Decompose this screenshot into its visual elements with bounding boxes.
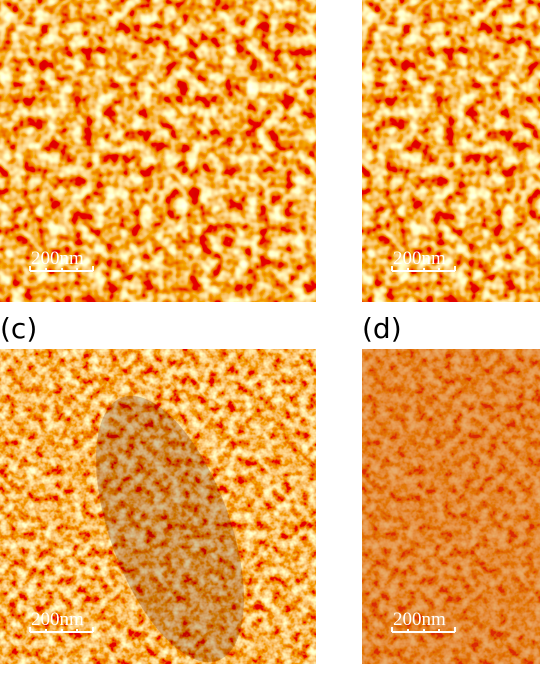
shading (96, 395, 244, 663)
afm-image: 200nm (0, 349, 316, 664)
afm-image: 200nm (0, 0, 316, 302)
scale-bar-label: 200nm (393, 248, 446, 269)
texture (362, 0, 540, 302)
panel-a: 200nm (0, 0, 316, 302)
scale-bar-label: 200nm (31, 609, 84, 630)
afm-image: 200nm (362, 349, 540, 664)
scale-bar-label: 200nm (393, 609, 446, 630)
panel-d: 200nm (362, 349, 540, 664)
scale-bar (29, 627, 94, 633)
scale-bar (391, 266, 456, 272)
texture (0, 0, 316, 302)
texture (362, 349, 540, 664)
scale-bar-label: 200nm (31, 248, 84, 269)
panel-label: (c) (0, 312, 38, 345)
panel-b: 200nm (362, 0, 540, 302)
panel-c: 200nm (0, 349, 316, 664)
scale-bar (29, 266, 94, 272)
texture (0, 349, 316, 664)
scale-bar (391, 627, 456, 633)
panel-label: (d) (362, 312, 402, 345)
afm-image: 200nm (362, 0, 540, 302)
